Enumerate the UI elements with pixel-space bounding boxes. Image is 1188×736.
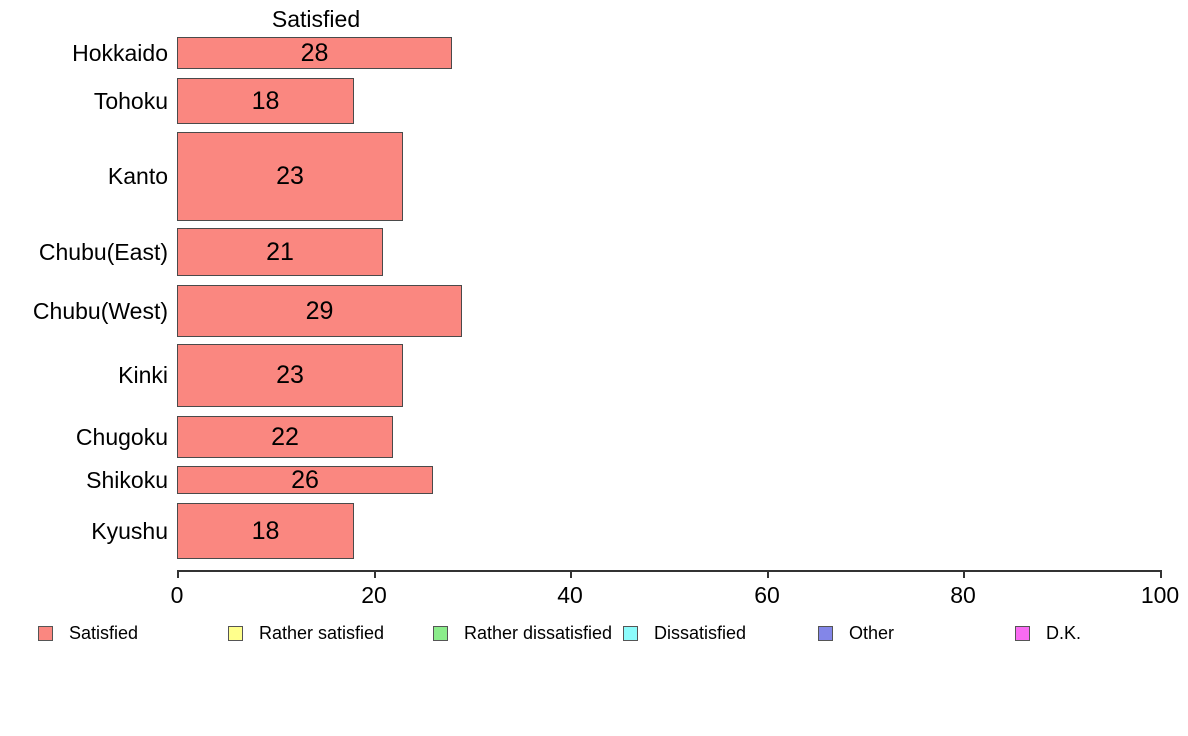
bar-value-label: 28 bbox=[300, 38, 329, 67]
x-tick-label: 40 bbox=[557, 582, 583, 608]
category-label: Hokkaido bbox=[72, 39, 168, 66]
legend-swatch bbox=[228, 626, 243, 641]
bar: 18 bbox=[177, 503, 354, 559]
x-tick bbox=[374, 570, 376, 578]
bar-value-label: 23 bbox=[276, 361, 304, 389]
legend-label: Satisfied bbox=[69, 623, 139, 643]
category-label: Chubu(East) bbox=[38, 238, 168, 265]
x-tick bbox=[570, 570, 572, 578]
category-label: Kinki bbox=[118, 362, 168, 388]
x-tick bbox=[1160, 570, 1162, 578]
bar: 18 bbox=[177, 78, 354, 124]
x-axis-line bbox=[177, 570, 1160, 572]
category-label: Tohoku bbox=[93, 87, 168, 114]
category-label: Kyushu bbox=[91, 517, 168, 544]
x-tick-label: 60 bbox=[754, 582, 780, 608]
bar: 22 bbox=[177, 416, 393, 458]
legend-label: Dissatisfied bbox=[654, 623, 747, 643]
bar: 23 bbox=[177, 132, 403, 221]
legend-label: D.K. bbox=[1046, 623, 1082, 643]
legend-label: Rather dissatisfied bbox=[464, 623, 613, 643]
x-tick-label: 80 bbox=[950, 582, 976, 608]
legend-item: Dissatisfied bbox=[623, 623, 746, 644]
legend-label: Rather satisfied bbox=[259, 623, 385, 643]
bar: 28 bbox=[177, 37, 452, 69]
x-tick-label: 20 bbox=[361, 582, 387, 608]
chart-title: Satisfied bbox=[271, 6, 361, 32]
x-tick-label: 100 bbox=[1140, 582, 1180, 608]
category-label: Chubu(West) bbox=[32, 297, 168, 324]
bar: 23 bbox=[177, 344, 403, 407]
legend-item: D.K. bbox=[1015, 623, 1081, 644]
bar-value-label: 18 bbox=[251, 516, 280, 545]
bar: 21 bbox=[177, 228, 383, 276]
legend-item: Rather dissatisfied bbox=[433, 623, 612, 644]
x-tick bbox=[767, 570, 769, 578]
category-label: Kanto bbox=[107, 163, 168, 189]
bar-value-label: 18 bbox=[251, 86, 280, 115]
legend-swatch bbox=[818, 626, 833, 641]
legend-swatch bbox=[433, 626, 448, 641]
x-tick-label: 0 bbox=[170, 582, 184, 608]
bar-value-label: 29 bbox=[305, 296, 334, 325]
bar-value-label: 21 bbox=[266, 237, 294, 266]
legend-item: Rather satisfied bbox=[228, 623, 384, 644]
category-label: Shikoku bbox=[86, 466, 168, 493]
legend-label: Other bbox=[849, 623, 895, 643]
legend-swatch bbox=[623, 626, 638, 641]
bar: 29 bbox=[177, 285, 462, 337]
bar-value-label: 22 bbox=[271, 422, 299, 451]
bar-value-label: 26 bbox=[291, 465, 319, 494]
x-tick bbox=[963, 570, 965, 578]
legend-item: Satisfied bbox=[38, 623, 138, 644]
bar-value-label: 23 bbox=[276, 162, 304, 190]
x-tick bbox=[177, 570, 179, 578]
category-label: Chugoku bbox=[75, 423, 168, 450]
legend-swatch bbox=[1015, 626, 1030, 641]
legend-swatch bbox=[38, 626, 53, 641]
legend-item: Other bbox=[818, 623, 894, 644]
bar: 26 bbox=[177, 466, 433, 494]
